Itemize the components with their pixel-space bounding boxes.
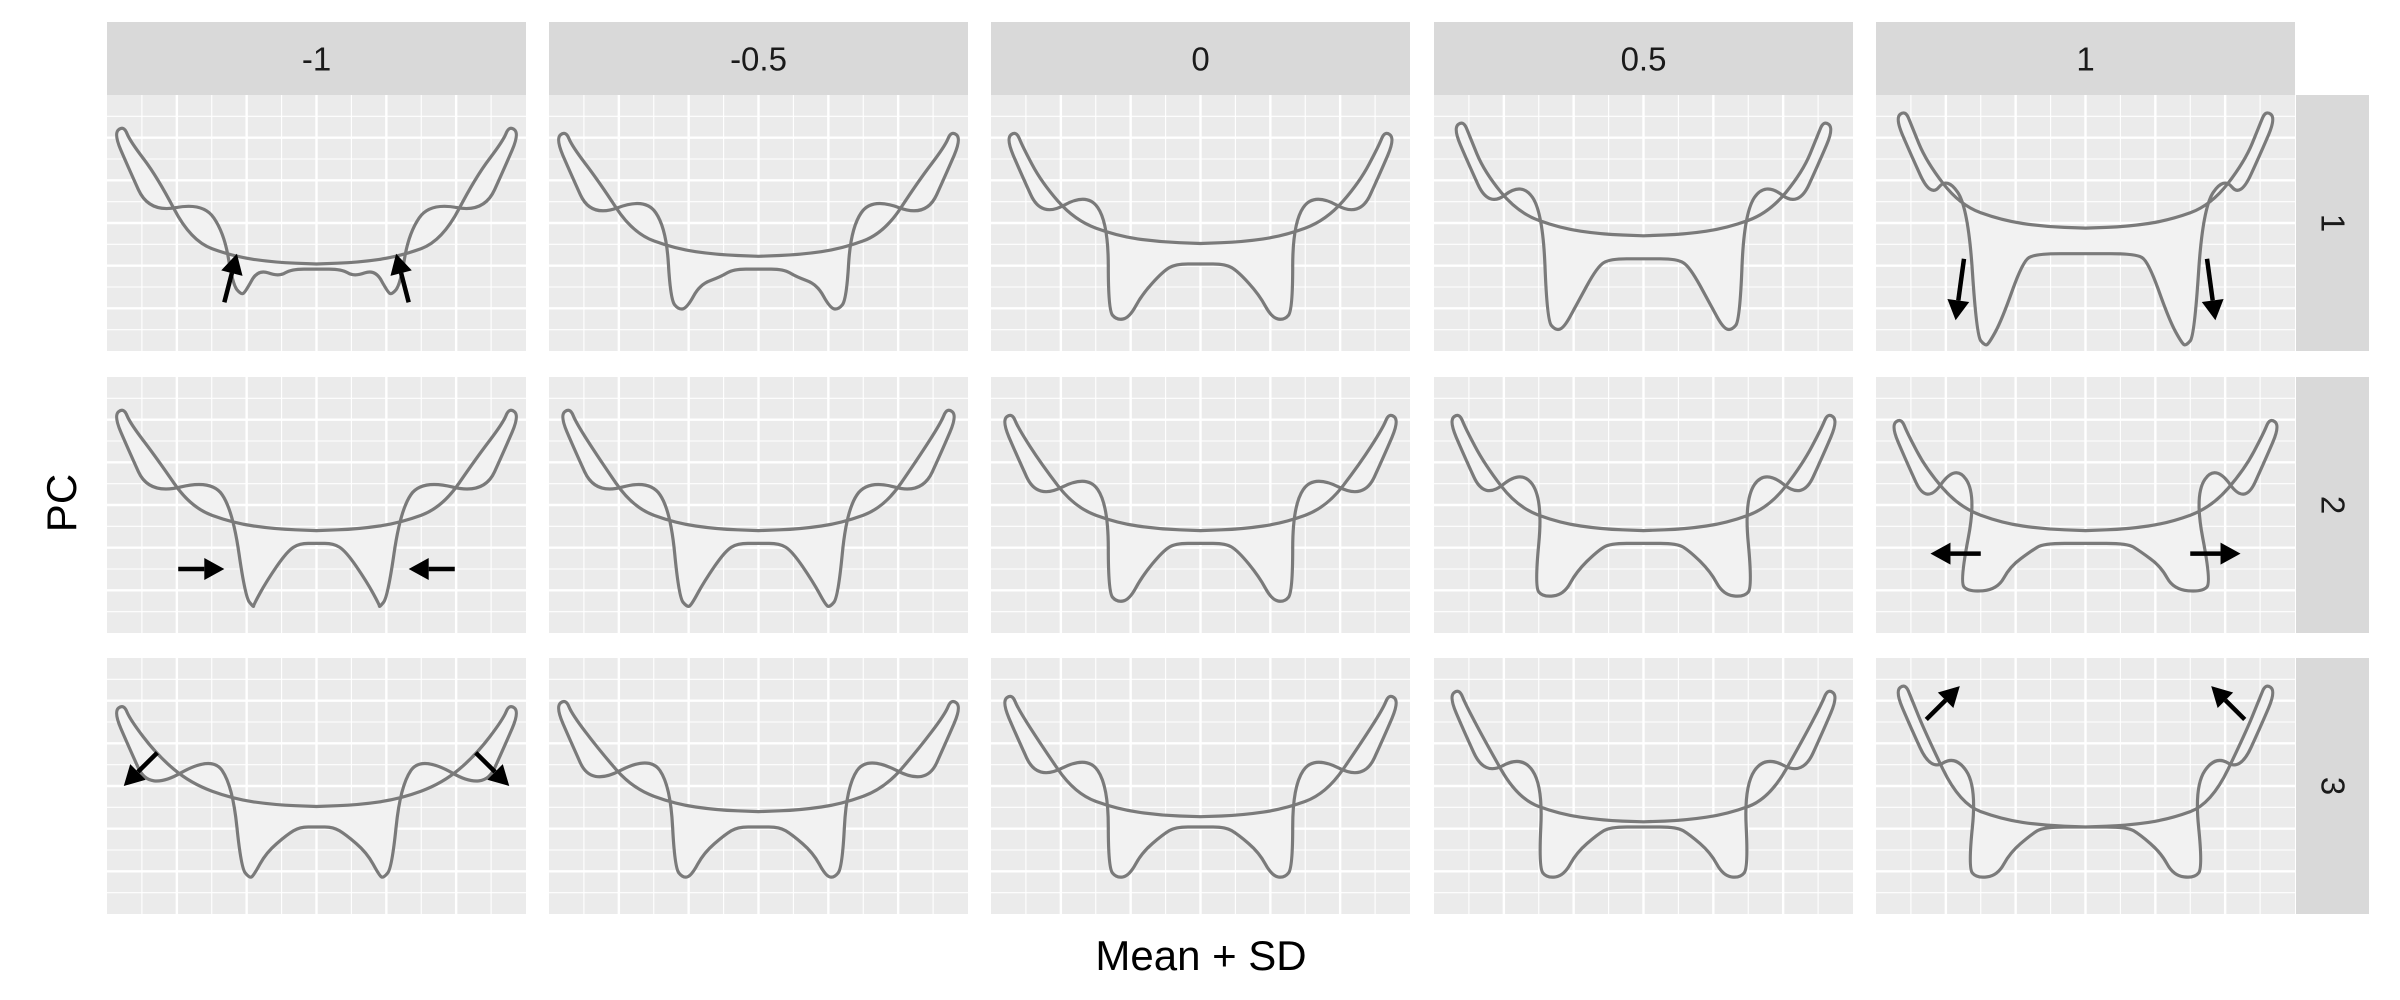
panels-layer xyxy=(107,95,2295,914)
column-strip-label: -0.5 xyxy=(730,41,787,78)
row-strip-3: 3 xyxy=(2296,658,2369,914)
panel-pc1-col3 xyxy=(991,95,1410,351)
arrow-outward-left xyxy=(1930,542,1981,565)
panel-grid xyxy=(1434,377,1853,633)
bone-shape-outline xyxy=(1003,694,1398,879)
panel-grid xyxy=(549,377,968,633)
bone-shape-outline xyxy=(561,408,956,608)
column-strips: -1 -0.5 0 0.5 1 xyxy=(107,22,2295,95)
column-strip-label: 0.5 xyxy=(1621,41,1667,78)
panel-pc3-col1 xyxy=(107,658,526,914)
arrow-up-right xyxy=(390,253,412,303)
panel-grid xyxy=(549,95,968,351)
panel-pc1-col2 xyxy=(549,95,968,351)
column-strip-1: -1 xyxy=(107,22,526,95)
bone-shape-outline xyxy=(1454,121,1833,332)
arrow-down-right xyxy=(2201,258,2224,321)
bone-shape-outline xyxy=(1003,413,1398,603)
row-strip-2: 2 xyxy=(2296,377,2369,633)
x-axis-title: Mean + SD xyxy=(1095,932,1306,979)
row-strip-1: 1 xyxy=(2296,95,2369,351)
column-strip-2: -0.5 xyxy=(549,22,968,95)
panel-pc2-col3 xyxy=(991,377,1410,633)
arrow-up-left xyxy=(221,253,243,303)
bone-shape-outline xyxy=(1007,131,1394,321)
row-strip-label: 1 xyxy=(2315,214,2352,232)
panel-grid xyxy=(991,95,1410,351)
panel-pc2-col4 xyxy=(1434,377,1853,633)
arrow-out-down-right xyxy=(474,751,510,786)
arrow-inward-left xyxy=(178,558,225,580)
panel-grid xyxy=(107,95,526,351)
row-strips: 1 2 3 xyxy=(2296,95,2369,914)
bone-shape-outline xyxy=(115,408,518,608)
arrow-down-left xyxy=(1947,258,1970,321)
column-strip-4: 0.5 xyxy=(1434,22,1853,95)
arrow-out-down-left xyxy=(123,751,159,786)
panel-grid xyxy=(1876,95,2295,351)
column-strip-label: 0 xyxy=(1191,41,1209,78)
panel-pc2-col2 xyxy=(549,377,968,633)
panel-pc2-col1 xyxy=(107,377,526,633)
bone-shape-outline xyxy=(557,699,960,879)
row-strip-label: 3 xyxy=(2315,777,2352,795)
column-strip-3: 0 xyxy=(991,22,1410,95)
panel-pc1-col1 xyxy=(107,95,526,351)
arrow-inward-right xyxy=(408,558,455,580)
panel-pc1-col4 xyxy=(1434,95,1853,351)
bone-shape-outline xyxy=(1450,413,1837,598)
column-strip-label: 1 xyxy=(2076,41,2094,78)
column-strip-5: 1 xyxy=(1876,22,2295,95)
panel-pc1-col5 xyxy=(1876,95,2295,351)
bone-shape-outline xyxy=(1896,111,2275,347)
panel-pc3-col4 xyxy=(1434,658,1853,914)
row-strip-label: 2 xyxy=(2315,496,2352,514)
bone-shape-outline xyxy=(115,126,518,296)
bone-shape-outline xyxy=(557,131,960,311)
panel-pc2-col5 xyxy=(1876,377,2295,633)
bone-shape-outline xyxy=(115,705,518,879)
panel-pc3-col2 xyxy=(549,658,968,914)
bone-shape-outline xyxy=(1450,689,1837,879)
arrow-in-up-left xyxy=(1924,686,1960,722)
bone-shape-outline xyxy=(1892,418,2279,593)
arrow-outward-right xyxy=(2190,542,2241,565)
arrow-in-up-right xyxy=(2211,686,2247,722)
column-strip-label: -1 xyxy=(302,41,331,78)
y-axis-title: PC xyxy=(38,474,85,532)
panel-pc3-col3 xyxy=(991,658,1410,914)
panel-pc3-col5 xyxy=(1876,658,2295,914)
bone-shape-outline xyxy=(1896,684,2275,879)
panel-grid xyxy=(549,658,968,914)
